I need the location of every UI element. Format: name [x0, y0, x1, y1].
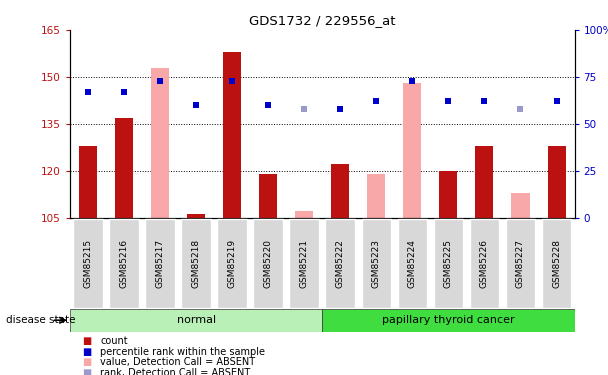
Bar — [322, 309, 575, 332]
Text: ■: ■ — [82, 347, 91, 357]
FancyBboxPatch shape — [506, 219, 535, 308]
FancyBboxPatch shape — [109, 219, 139, 308]
FancyBboxPatch shape — [398, 219, 427, 308]
Text: GSM85221: GSM85221 — [300, 239, 309, 288]
Text: normal: normal — [176, 315, 216, 325]
Text: GSM85219: GSM85219 — [227, 239, 237, 288]
FancyBboxPatch shape — [145, 219, 175, 308]
Bar — [151, 68, 169, 218]
Text: rank, Detection Call = ABSENT: rank, Detection Call = ABSENT — [100, 368, 250, 375]
FancyBboxPatch shape — [73, 219, 103, 308]
FancyBboxPatch shape — [217, 219, 247, 308]
Text: ■: ■ — [82, 368, 91, 375]
Text: disease state: disease state — [6, 315, 75, 325]
Bar — [223, 52, 241, 217]
Bar — [367, 174, 385, 217]
Bar — [70, 309, 322, 332]
Text: GSM85224: GSM85224 — [408, 239, 417, 288]
Text: GSM85217: GSM85217 — [156, 239, 165, 288]
Text: GSM85218: GSM85218 — [192, 239, 201, 288]
Text: GSM85227: GSM85227 — [516, 239, 525, 288]
Bar — [403, 83, 421, 218]
Bar — [259, 174, 277, 217]
Text: GSM85226: GSM85226 — [480, 239, 489, 288]
FancyBboxPatch shape — [289, 219, 319, 308]
Bar — [548, 146, 565, 218]
Text: GSM85220: GSM85220 — [264, 239, 272, 288]
Text: GSM85222: GSM85222 — [336, 239, 345, 288]
Text: GSM85223: GSM85223 — [372, 239, 381, 288]
Title: GDS1732 / 229556_at: GDS1732 / 229556_at — [249, 15, 395, 27]
Bar — [331, 164, 349, 218]
Bar — [187, 214, 205, 217]
Text: GSM85225: GSM85225 — [444, 239, 453, 288]
Bar — [295, 211, 313, 217]
Text: percentile rank within the sample: percentile rank within the sample — [100, 347, 265, 357]
FancyBboxPatch shape — [434, 219, 463, 308]
Text: GSM85216: GSM85216 — [120, 239, 128, 288]
FancyBboxPatch shape — [469, 219, 499, 308]
Bar — [475, 146, 494, 218]
Bar — [115, 117, 133, 218]
FancyBboxPatch shape — [325, 219, 355, 308]
Bar — [511, 192, 530, 217]
Text: ■: ■ — [82, 357, 91, 367]
FancyBboxPatch shape — [254, 219, 283, 308]
Text: ■: ■ — [82, 336, 91, 346]
FancyBboxPatch shape — [181, 219, 211, 308]
Text: count: count — [100, 336, 128, 346]
Text: GSM85215: GSM85215 — [83, 239, 92, 288]
Bar — [79, 146, 97, 218]
Text: value, Detection Call = ABSENT: value, Detection Call = ABSENT — [100, 357, 255, 367]
Text: papillary thyroid cancer: papillary thyroid cancer — [382, 315, 515, 325]
Bar — [440, 171, 457, 217]
FancyBboxPatch shape — [542, 219, 572, 308]
FancyBboxPatch shape — [362, 219, 391, 308]
Text: GSM85228: GSM85228 — [552, 239, 561, 288]
